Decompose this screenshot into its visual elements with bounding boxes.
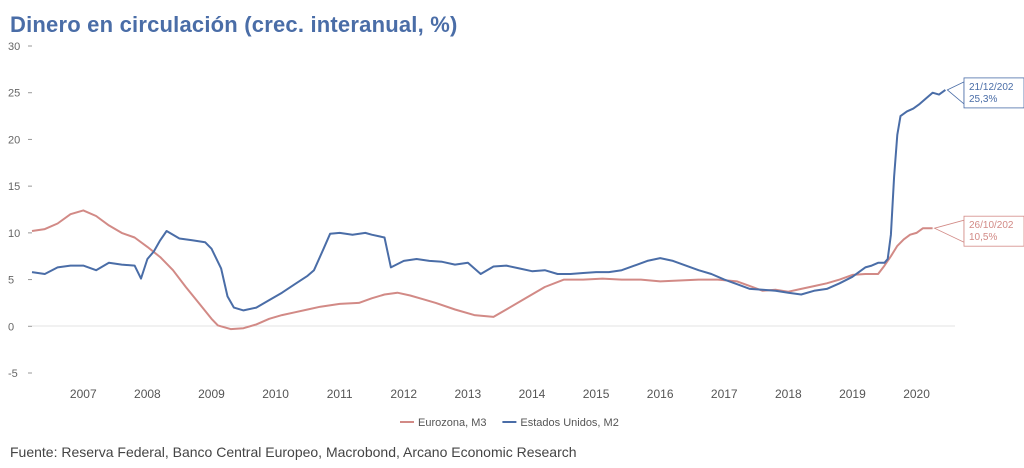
series-group	[31, 89, 946, 331]
annotation-pointer	[946, 81, 965, 105]
y-tick-label: 15	[8, 181, 20, 193]
y-tick-label: 30	[8, 41, 20, 53]
x-tick-label: 2012	[390, 387, 417, 401]
y-tick-label: 20	[8, 134, 20, 146]
x-tick-label: 2009	[198, 387, 225, 401]
series-line-eurozona-m3	[31, 209, 933, 331]
x-tick-label: 2019	[839, 387, 866, 401]
y-tick-label: 0	[8, 321, 14, 333]
y-tick-label: 25	[8, 88, 20, 100]
annotation-box	[963, 215, 1024, 247]
y-tick-label: 5	[8, 275, 14, 287]
series-line-estados-unidos-m2	[31, 89, 946, 312]
annotation-box	[963, 77, 1024, 109]
source-note: Fuente: Reserva Federal, Banco Central E…	[10, 444, 577, 460]
x-tick-label: 2013	[455, 387, 482, 401]
annotation-date: 21/12/202	[969, 82, 1014, 93]
x-tick-label: 2018	[775, 387, 802, 401]
x-tick-label: 2007	[70, 387, 97, 401]
x-tick-label: 2011	[327, 387, 353, 401]
x-tick-label: 2010	[262, 387, 289, 401]
legend: Eurozona, M3 Estados Unidos, M2	[400, 417, 619, 429]
y-tick-label: 10	[8, 228, 20, 240]
annotation-value: 25,3%	[969, 94, 997, 105]
x-tick-label: 2020	[903, 387, 930, 401]
annotation-pointer	[933, 219, 965, 243]
x-tick-label: 2016	[647, 387, 674, 401]
x-tick-label: 2015	[583, 387, 610, 401]
x-tick-label: 2014	[519, 387, 546, 401]
legend-label: Eurozona, M3	[418, 417, 486, 429]
annotation-date: 26/10/202	[969, 220, 1014, 231]
y-tick-label: -5	[8, 368, 18, 380]
y-axis: -5 0 5 10 15 20 25 30	[8, 41, 32, 380]
x-axis: 2007 2008 2009 2010 2011 2012 2013 2014 2015 2016…	[70, 387, 930, 401]
x-tick-label: 2017	[711, 387, 738, 401]
chart-title: Dinero en circulación (crec. interanual,…	[10, 12, 458, 37]
x-tick-label: 2008	[134, 387, 161, 401]
legend-label: Estados Unidos, M2	[520, 417, 618, 429]
annotation-value: 10,5%	[969, 232, 997, 243]
